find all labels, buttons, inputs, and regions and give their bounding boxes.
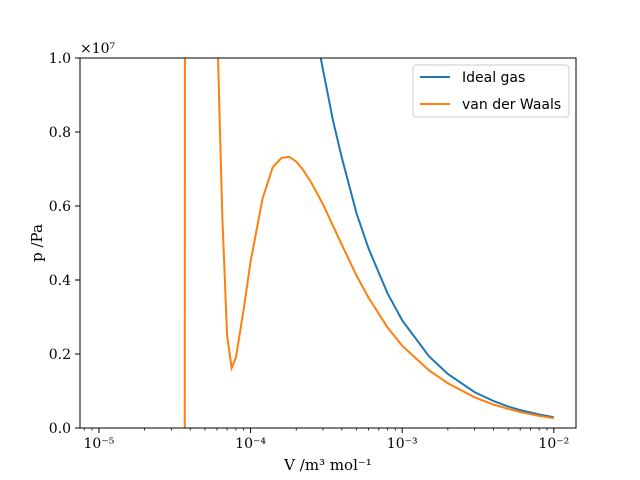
x-tick-label: 10⁻⁴ <box>235 436 266 452</box>
legend-label-ideal-gas: Ideal gas <box>462 70 525 86</box>
x-axis-label: V /m³ mol⁻¹ <box>283 456 372 474</box>
series-line-ideal-gas <box>319 58 555 419</box>
x-tick-label: 10⁻² <box>538 436 569 452</box>
y-tick-label: 0.0 <box>49 421 71 437</box>
series-line-van-der-waals-branch <box>217 58 554 420</box>
legend-label-van-der-waals: van der Waals <box>462 97 561 113</box>
y-multiplier-label: ×10⁷ <box>80 41 116 57</box>
y-tick-label: 0.8 <box>49 125 71 141</box>
legend-box <box>412 64 570 118</box>
y-axis-label: p /Pa <box>28 224 46 262</box>
x-tick-label: 10⁻³ <box>387 436 418 452</box>
legend: Ideal gas van der Waals <box>412 64 570 118</box>
y-tick-label: 1.0 <box>49 51 71 67</box>
y-tick-label: 0.6 <box>49 199 71 215</box>
y-tick-label: 0.4 <box>49 273 71 289</box>
x-tick-label: 10⁻⁵ <box>84 436 115 452</box>
plot-frame <box>79 57 577 429</box>
y-tick-label: 0.2 <box>49 347 71 363</box>
